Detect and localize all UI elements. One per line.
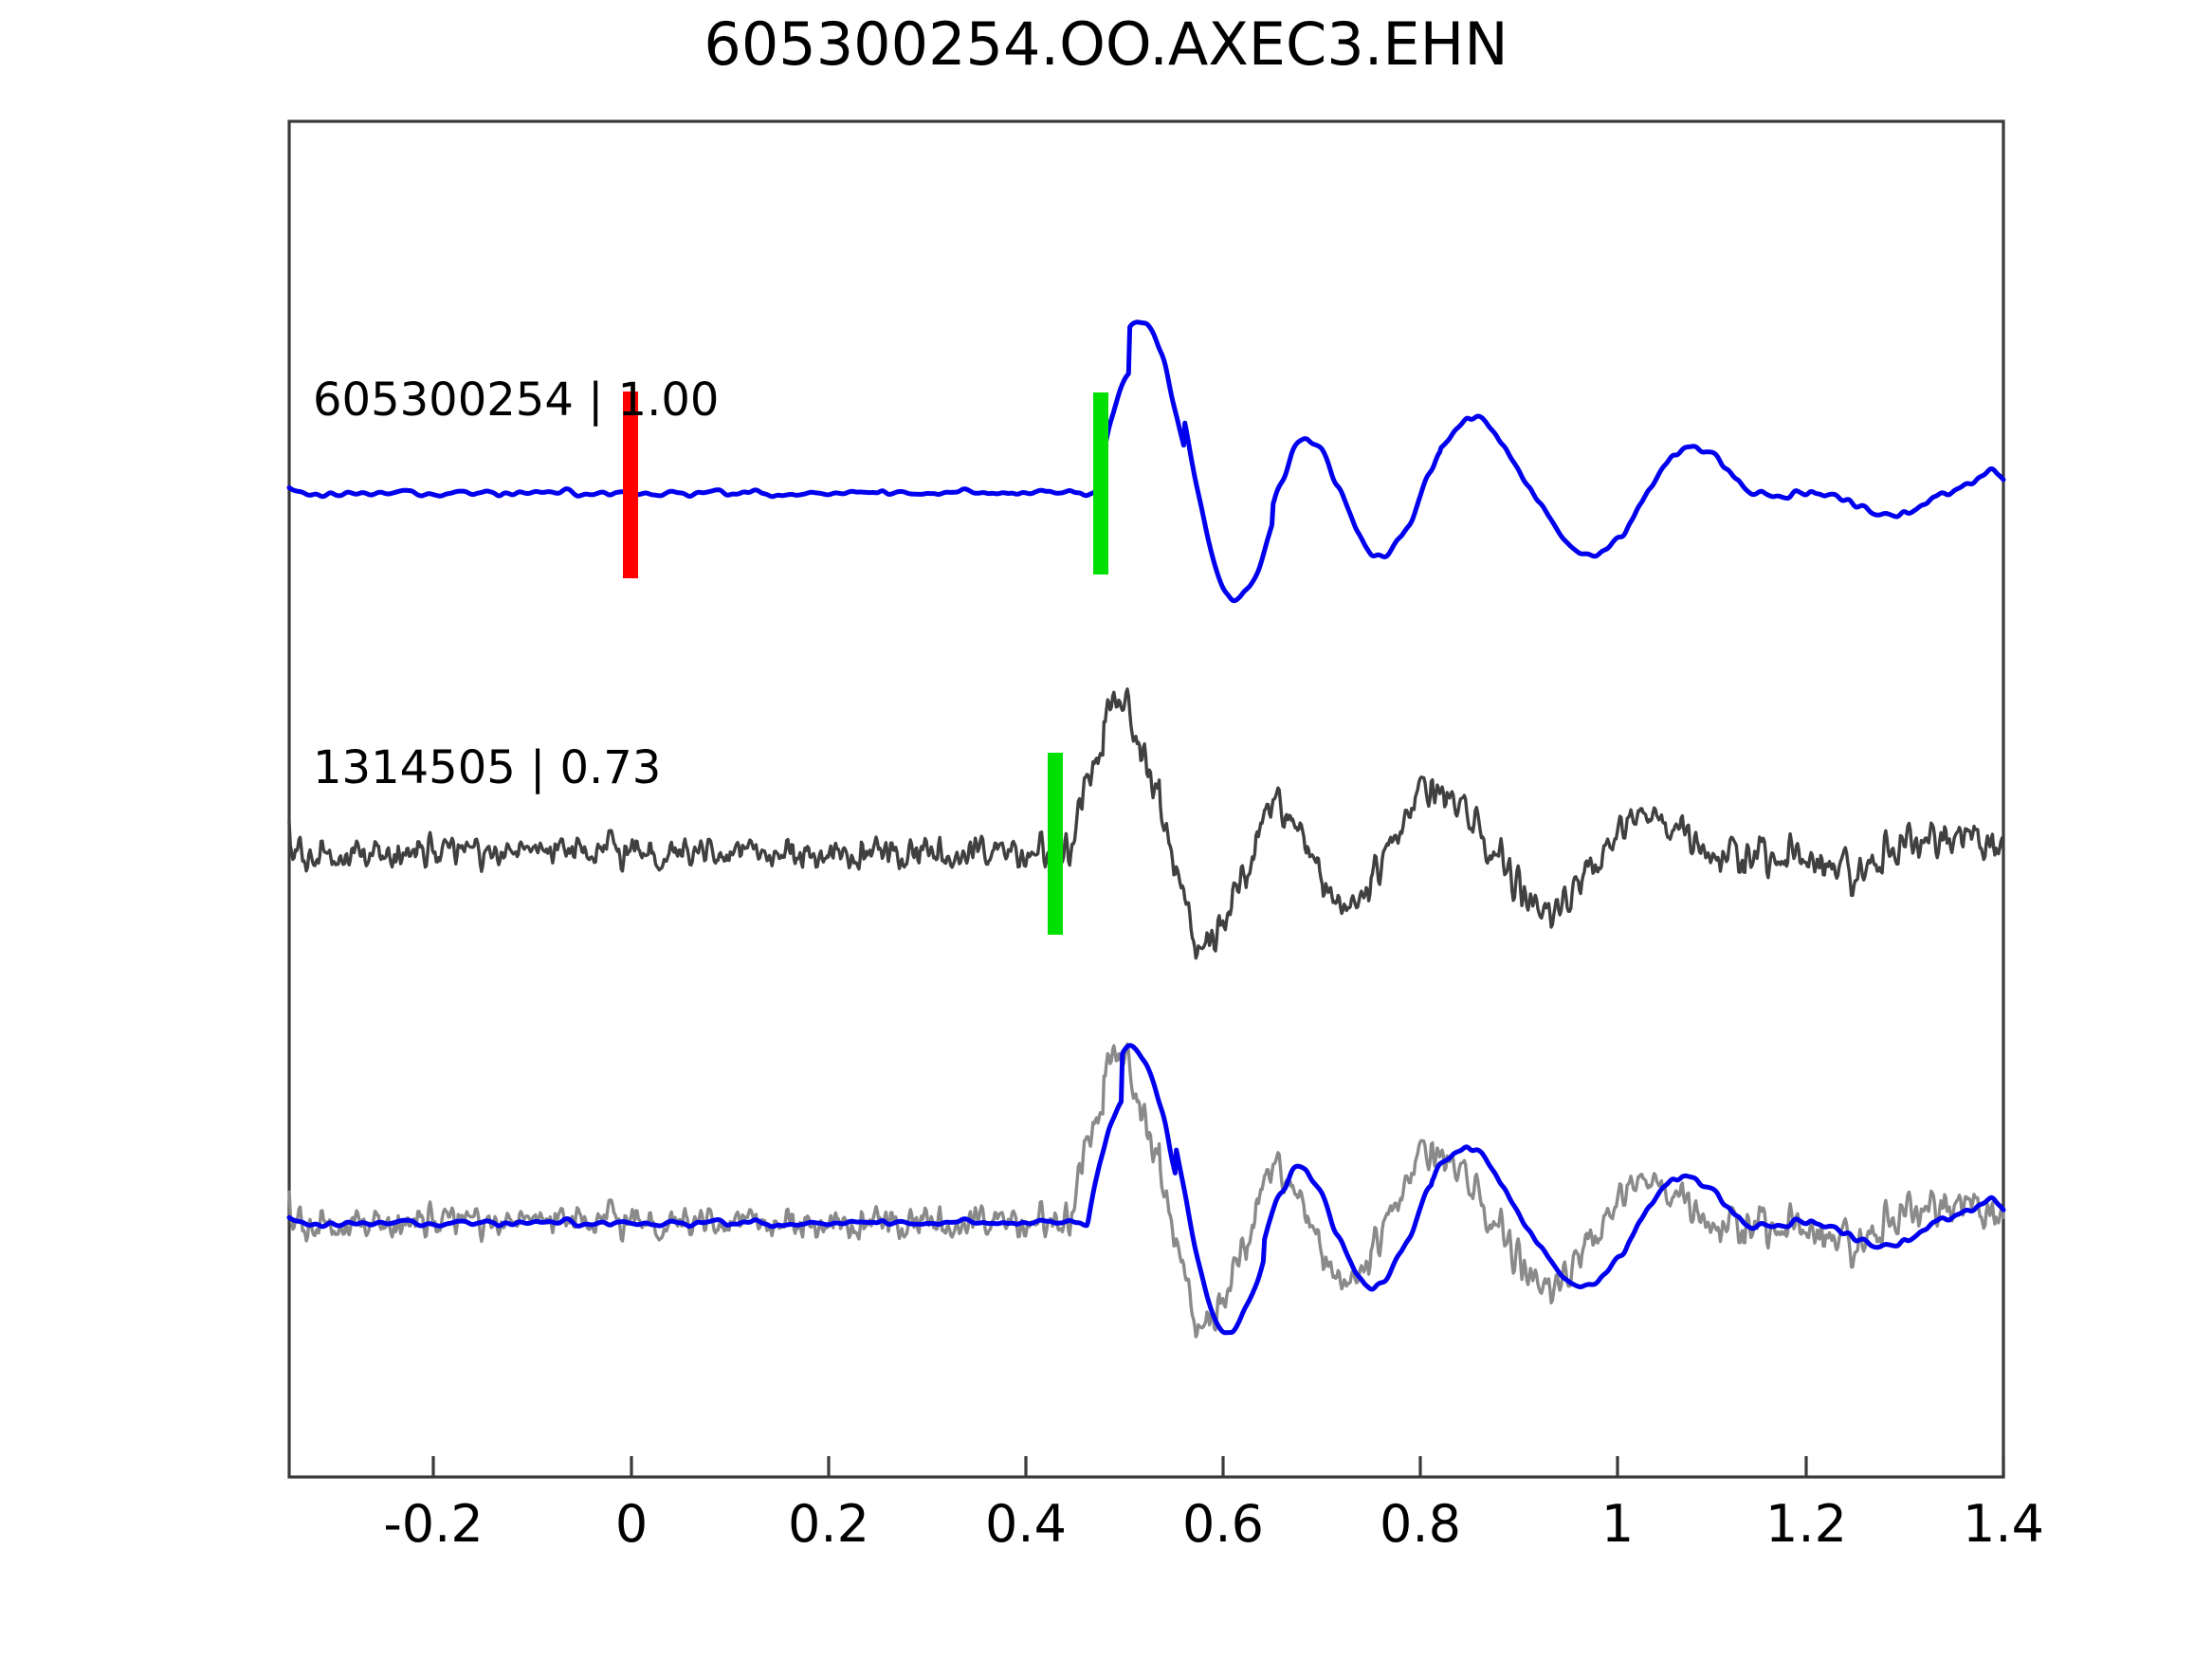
x-tick-label-2: 0.2 (788, 1494, 869, 1554)
x-tick-label-0: -0.2 (383, 1494, 483, 1554)
page-title: 605300254.OO.AXEC3.EHN (704, 9, 1508, 79)
x-tick-label-4: 0.6 (1182, 1494, 1264, 1554)
x-tick-label-1: 0 (615, 1494, 648, 1554)
detection-label: 1314505 | 0.73 (313, 741, 661, 794)
axes-border (287, 119, 2005, 1479)
x-tick-label-6: 1 (1601, 1494, 1634, 1554)
x-axis-ticks (431, 1456, 2005, 1477)
waveform-overlay-blue (286, 1043, 2006, 1336)
axes-frame (287, 119, 2005, 1479)
waveform-overlay-gray (287, 1042, 2005, 1339)
x-axis-tick-labels: -0.2 0 0.2 0.4 0.6 0.8 1 1.2 1.4 (383, 1494, 2044, 1554)
waveform-detection-dark (287, 687, 2005, 960)
x-tick-label-8: 1.4 (1963, 1494, 2044, 1554)
pick-markers (623, 392, 1108, 935)
waveform-traces (286, 319, 2006, 1339)
template-label: 605300254 | 1.00 (313, 374, 719, 427)
x-tick-label-5: 0.8 (1380, 1494, 1461, 1554)
waveform-template-blue (286, 319, 2006, 604)
trace-labels: 605300254 | 1.00 1314505 | 0.73 (313, 374, 719, 794)
x-tick-label-7: 1.2 (1765, 1494, 1847, 1554)
x-tick-label-3: 0.4 (985, 1494, 1067, 1554)
